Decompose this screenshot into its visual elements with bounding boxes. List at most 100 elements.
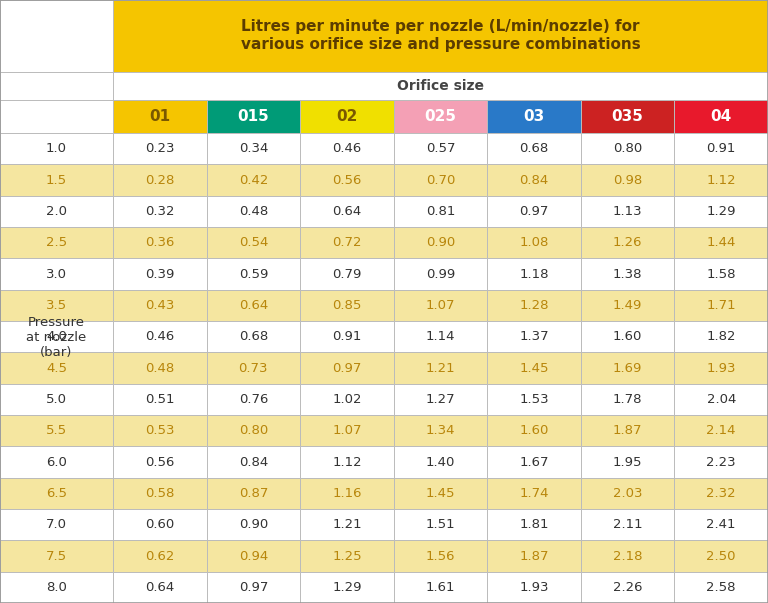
Bar <box>581 321 674 352</box>
Bar <box>300 100 394 133</box>
Bar <box>487 478 581 509</box>
Text: 1.14: 1.14 <box>425 330 455 343</box>
Text: 0.79: 0.79 <box>333 268 362 280</box>
Text: 1.87: 1.87 <box>519 549 549 563</box>
Bar <box>0 509 113 540</box>
Text: 6.5: 6.5 <box>46 487 67 500</box>
Text: 2.14: 2.14 <box>707 424 736 437</box>
Bar <box>300 133 394 165</box>
Bar <box>113 321 207 352</box>
Bar <box>581 133 674 165</box>
Text: 1.16: 1.16 <box>333 487 362 500</box>
Bar <box>207 165 300 195</box>
Bar <box>0 100 113 133</box>
Bar <box>487 321 581 352</box>
Bar <box>113 195 207 227</box>
Bar <box>207 289 300 321</box>
Text: 1.40: 1.40 <box>425 455 455 469</box>
Text: 0.48: 0.48 <box>145 362 174 374</box>
Bar <box>300 478 394 509</box>
Bar <box>113 0 768 72</box>
Bar <box>300 415 394 446</box>
Bar <box>394 227 487 258</box>
Text: 1.67: 1.67 <box>519 455 549 469</box>
Text: 04: 04 <box>710 109 732 124</box>
Bar <box>581 195 674 227</box>
Text: 0.53: 0.53 <box>145 424 174 437</box>
Bar <box>207 100 300 133</box>
Text: 0.80: 0.80 <box>613 142 642 155</box>
Text: 1.21: 1.21 <box>425 362 455 374</box>
Bar <box>113 100 207 133</box>
Bar <box>207 352 300 384</box>
Text: 0.43: 0.43 <box>145 299 174 312</box>
Text: 1.87: 1.87 <box>613 424 642 437</box>
Bar <box>113 72 768 100</box>
Bar <box>0 352 113 384</box>
Bar <box>394 384 487 415</box>
Text: 1.81: 1.81 <box>519 518 549 531</box>
Text: 0.91: 0.91 <box>333 330 362 343</box>
Text: 1.74: 1.74 <box>519 487 549 500</box>
Text: 0.70: 0.70 <box>425 174 455 186</box>
Bar <box>487 133 581 165</box>
Text: 1.78: 1.78 <box>613 393 642 406</box>
Text: 0.59: 0.59 <box>239 268 268 280</box>
Bar <box>674 509 768 540</box>
Text: 0.60: 0.60 <box>145 518 174 531</box>
Bar <box>581 415 674 446</box>
Bar <box>300 384 394 415</box>
Text: 7.5: 7.5 <box>46 549 67 563</box>
Bar <box>113 133 207 165</box>
Text: 0.80: 0.80 <box>239 424 268 437</box>
Bar <box>394 509 487 540</box>
Text: 1.53: 1.53 <box>519 393 549 406</box>
Text: 1.49: 1.49 <box>613 299 642 312</box>
Bar <box>300 572 394 603</box>
Bar <box>207 540 300 572</box>
Text: 1.21: 1.21 <box>332 518 362 531</box>
Bar <box>394 572 487 603</box>
Text: 0.87: 0.87 <box>239 487 268 500</box>
Bar <box>581 352 674 384</box>
Text: 1.13: 1.13 <box>613 205 643 218</box>
Text: 0.73: 0.73 <box>239 362 268 374</box>
Bar <box>207 572 300 603</box>
Bar <box>674 446 768 478</box>
Bar <box>487 165 581 195</box>
Bar <box>674 572 768 603</box>
Bar <box>674 321 768 352</box>
Bar <box>300 165 394 195</box>
Text: 035: 035 <box>611 109 644 124</box>
Bar <box>300 446 394 478</box>
Text: 025: 025 <box>425 109 456 124</box>
Text: 2.03: 2.03 <box>613 487 642 500</box>
Text: 1.26: 1.26 <box>613 236 642 249</box>
Text: 1.69: 1.69 <box>613 362 642 374</box>
Text: 0.94: 0.94 <box>239 549 268 563</box>
Text: 1.93: 1.93 <box>707 362 736 374</box>
Bar <box>674 165 768 195</box>
Text: 1.02: 1.02 <box>333 393 362 406</box>
Bar <box>394 352 487 384</box>
Bar <box>0 415 113 446</box>
Text: 0.98: 0.98 <box>613 174 642 186</box>
Bar <box>113 352 207 384</box>
Text: 01: 01 <box>149 109 170 124</box>
Bar <box>113 509 207 540</box>
Bar <box>394 478 487 509</box>
Text: 03: 03 <box>524 109 545 124</box>
Text: 2.0: 2.0 <box>46 205 67 218</box>
Text: 7.0: 7.0 <box>46 518 67 531</box>
Text: 1.5: 1.5 <box>46 174 67 186</box>
Text: 5.0: 5.0 <box>46 393 67 406</box>
Bar <box>207 133 300 165</box>
Text: 0.56: 0.56 <box>145 455 174 469</box>
Text: 2.58: 2.58 <box>707 581 736 594</box>
Text: 1.18: 1.18 <box>519 268 549 280</box>
Text: 2.18: 2.18 <box>613 549 642 563</box>
Text: 0.58: 0.58 <box>145 487 174 500</box>
Text: Orifice size: Orifice size <box>397 79 484 93</box>
Text: 0.81: 0.81 <box>425 205 455 218</box>
Text: 0.64: 0.64 <box>145 581 174 594</box>
